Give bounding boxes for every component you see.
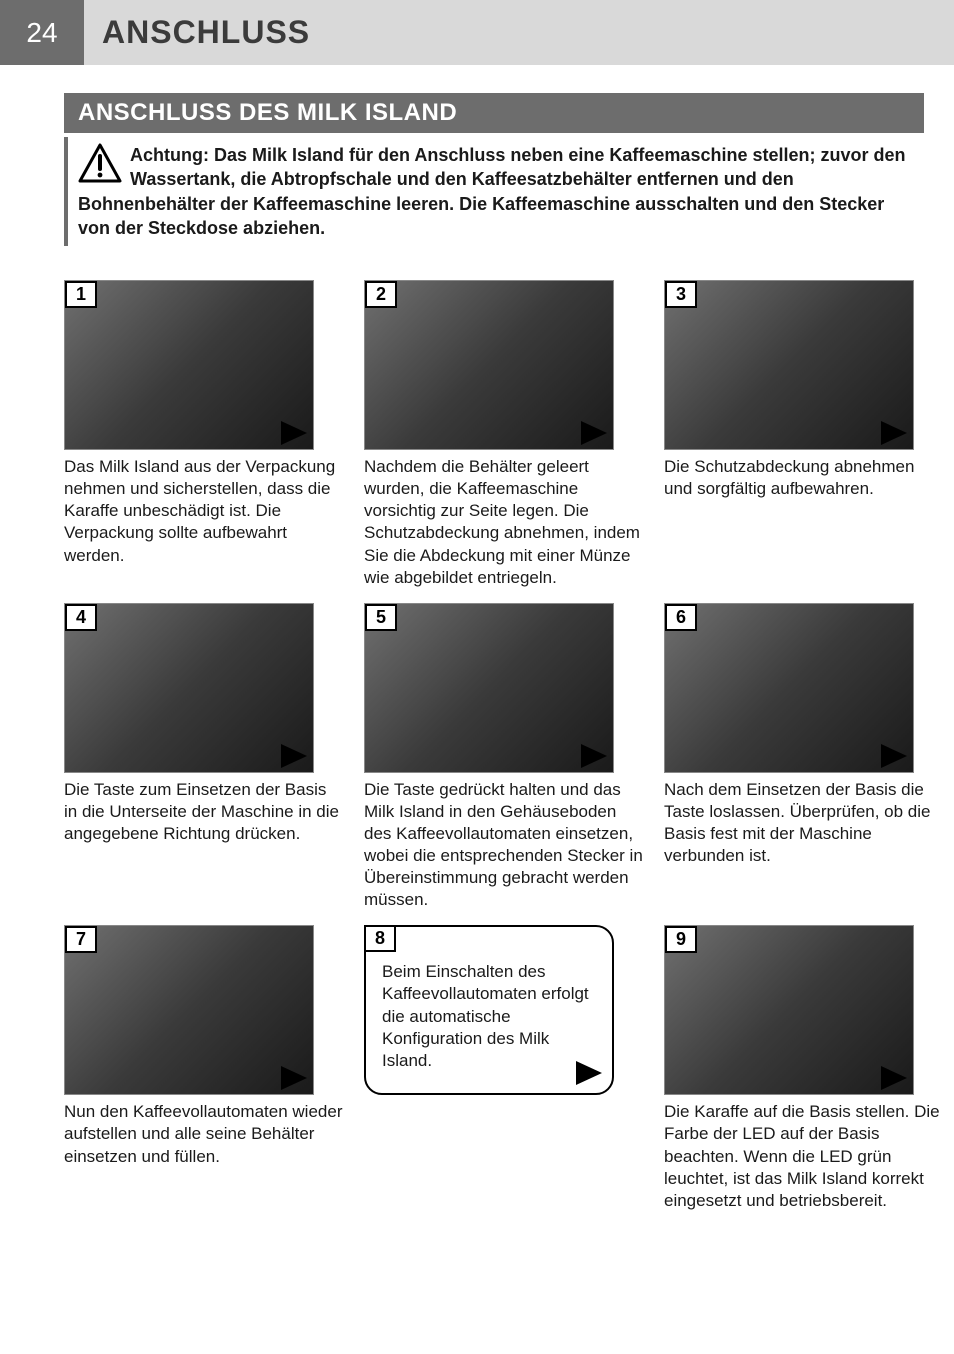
- step-number: 7: [65, 926, 97, 953]
- step-caption: Nachdem die Behälter geleert wurden, die…: [364, 456, 644, 589]
- step-1: 1 Das Milk Island aus der Verpackung neh…: [64, 280, 344, 589]
- step-number: 2: [365, 281, 397, 308]
- step-number: 5: [365, 604, 397, 631]
- step-caption: Beim Einschalten des Kaffeevollautomaten…: [382, 961, 596, 1071]
- step-caption: Das Milk Island aus der Verpackung nehme…: [64, 456, 344, 566]
- step-image: 2: [364, 280, 614, 450]
- steps-grid: 1 Das Milk Island aus der Verpackung neh…: [64, 280, 924, 1212]
- step-2: 2 Nachdem die Behälter geleert wurden, d…: [364, 280, 644, 589]
- step-number: 6: [665, 604, 697, 631]
- warning-text: Achtung: Das Milk Island für den Anschlu…: [78, 143, 914, 240]
- step-8: 8 Beim Einschalten des Kaffeevollautomat…: [364, 925, 644, 1211]
- step-caption: Die Taste gedrückt halten und das Milk I…: [364, 779, 644, 912]
- step-caption: Nach dem Einsetzen der Basis die Taste l…: [664, 779, 944, 867]
- arrow-icon: [581, 744, 607, 768]
- section-title: ANSCHLUSS DES MILK ISLAND: [64, 93, 924, 133]
- header-bar: 24 ANSCHLUSS: [0, 0, 954, 65]
- step-9: 9 Die Karaffe auf die Basis stellen. Die…: [664, 925, 944, 1211]
- step-image: 6: [664, 603, 914, 773]
- arrow-icon: [576, 1061, 602, 1085]
- step-image: 5: [364, 603, 614, 773]
- arrow-icon: [281, 421, 307, 445]
- content-area: ANSCHLUSS DES MILK ISLAND Achtung: Das M…: [0, 93, 954, 1212]
- step-5: 5 Die Taste gedrückt halten und das Milk…: [364, 603, 644, 912]
- step-caption: Die Taste zum Einsetzen der Basis in die…: [64, 779, 344, 845]
- page-number: 24: [0, 0, 84, 65]
- arrow-icon: [281, 1066, 307, 1090]
- step-number: 3: [665, 281, 697, 308]
- step-caption: Die Karaffe auf die Basis stellen. Die F…: [664, 1101, 944, 1211]
- step-number: 9: [665, 926, 697, 953]
- step-textbox: 8 Beim Einschalten des Kaffeevollautomat…: [364, 925, 614, 1095]
- step-number: 1: [65, 281, 97, 308]
- step-image: 3: [664, 280, 914, 450]
- warning-block: Achtung: Das Milk Island für den Anschlu…: [64, 137, 924, 246]
- arrow-icon: [881, 744, 907, 768]
- arrow-icon: [881, 421, 907, 445]
- step-caption: Die Schutzabdeckung abnehmen und sorgfäl…: [664, 456, 944, 500]
- step-image: 7: [64, 925, 314, 1095]
- step-7: 7 Nun den Kaffeevollautomaten wieder auf…: [64, 925, 344, 1211]
- arrow-icon: [881, 1066, 907, 1090]
- step-caption: Nun den Kaffeevollautomaten wieder aufst…: [64, 1101, 344, 1167]
- warning-icon: [78, 143, 122, 183]
- step-image: 9: [664, 925, 914, 1095]
- step-3: 3 Die Schutzabdeckung abnehmen und sorgf…: [664, 280, 944, 589]
- step-number: 8: [364, 925, 396, 952]
- step-number: 4: [65, 604, 97, 631]
- step-6: 6 Nach dem Einsetzen der Basis die Taste…: [664, 603, 944, 912]
- step-image: 4: [64, 603, 314, 773]
- step-image: 1: [64, 280, 314, 450]
- step-4: 4 Die Taste zum Einsetzen der Basis in d…: [64, 603, 344, 912]
- page: 24 ANSCHLUSS ANSCHLUSS DES MILK ISLAND A…: [0, 0, 954, 1252]
- page-title: ANSCHLUSS: [84, 0, 954, 65]
- arrow-icon: [281, 744, 307, 768]
- arrow-icon: [581, 421, 607, 445]
